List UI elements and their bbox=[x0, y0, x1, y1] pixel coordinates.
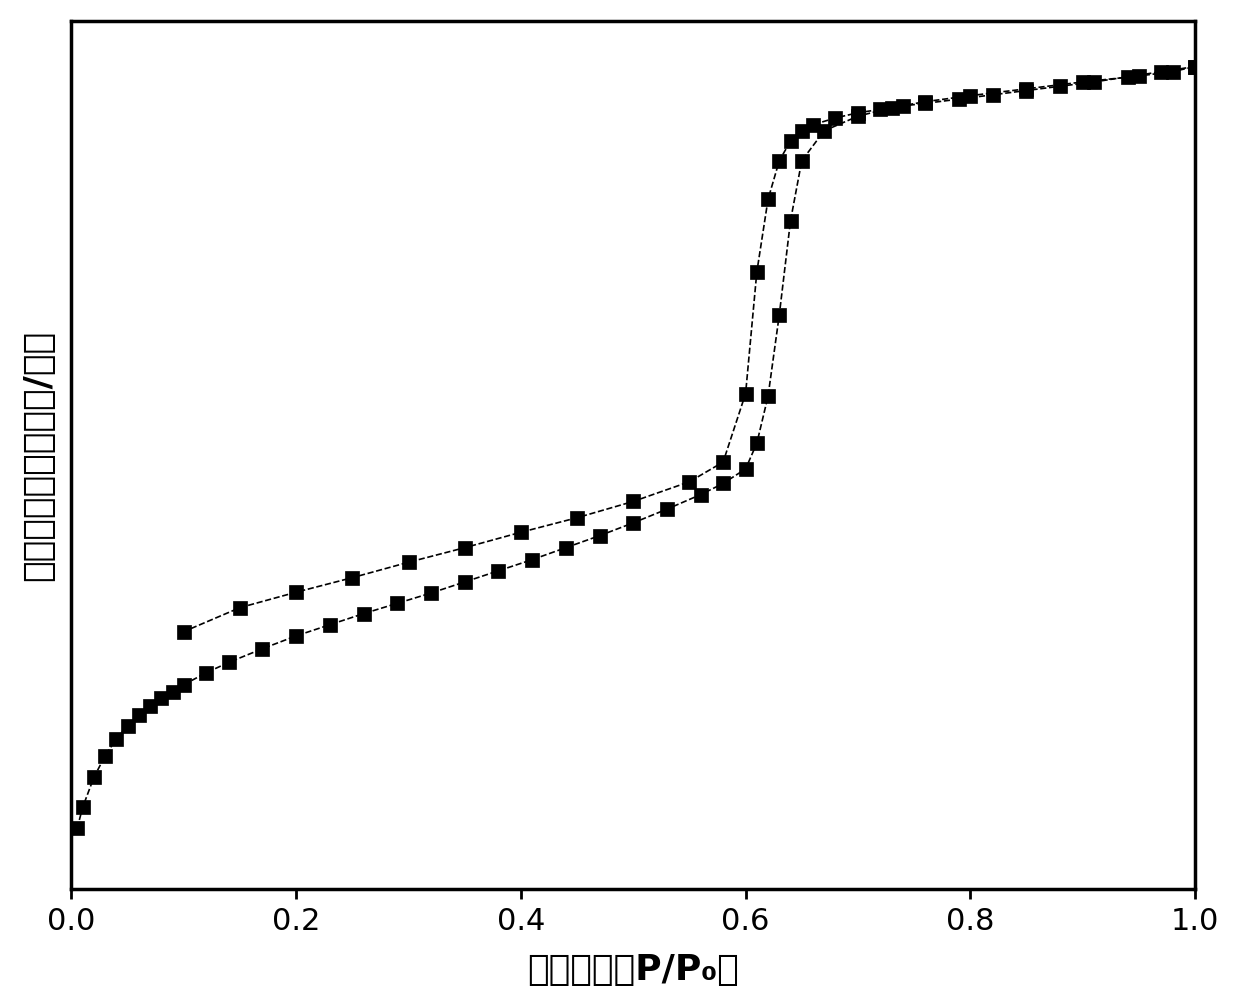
Y-axis label: 吸附体积（立方厘米/克）: 吸附体积（立方厘米/克） bbox=[21, 330, 55, 581]
X-axis label: 相对压力（P/P₀）: 相对压力（P/P₀） bbox=[527, 954, 739, 987]
